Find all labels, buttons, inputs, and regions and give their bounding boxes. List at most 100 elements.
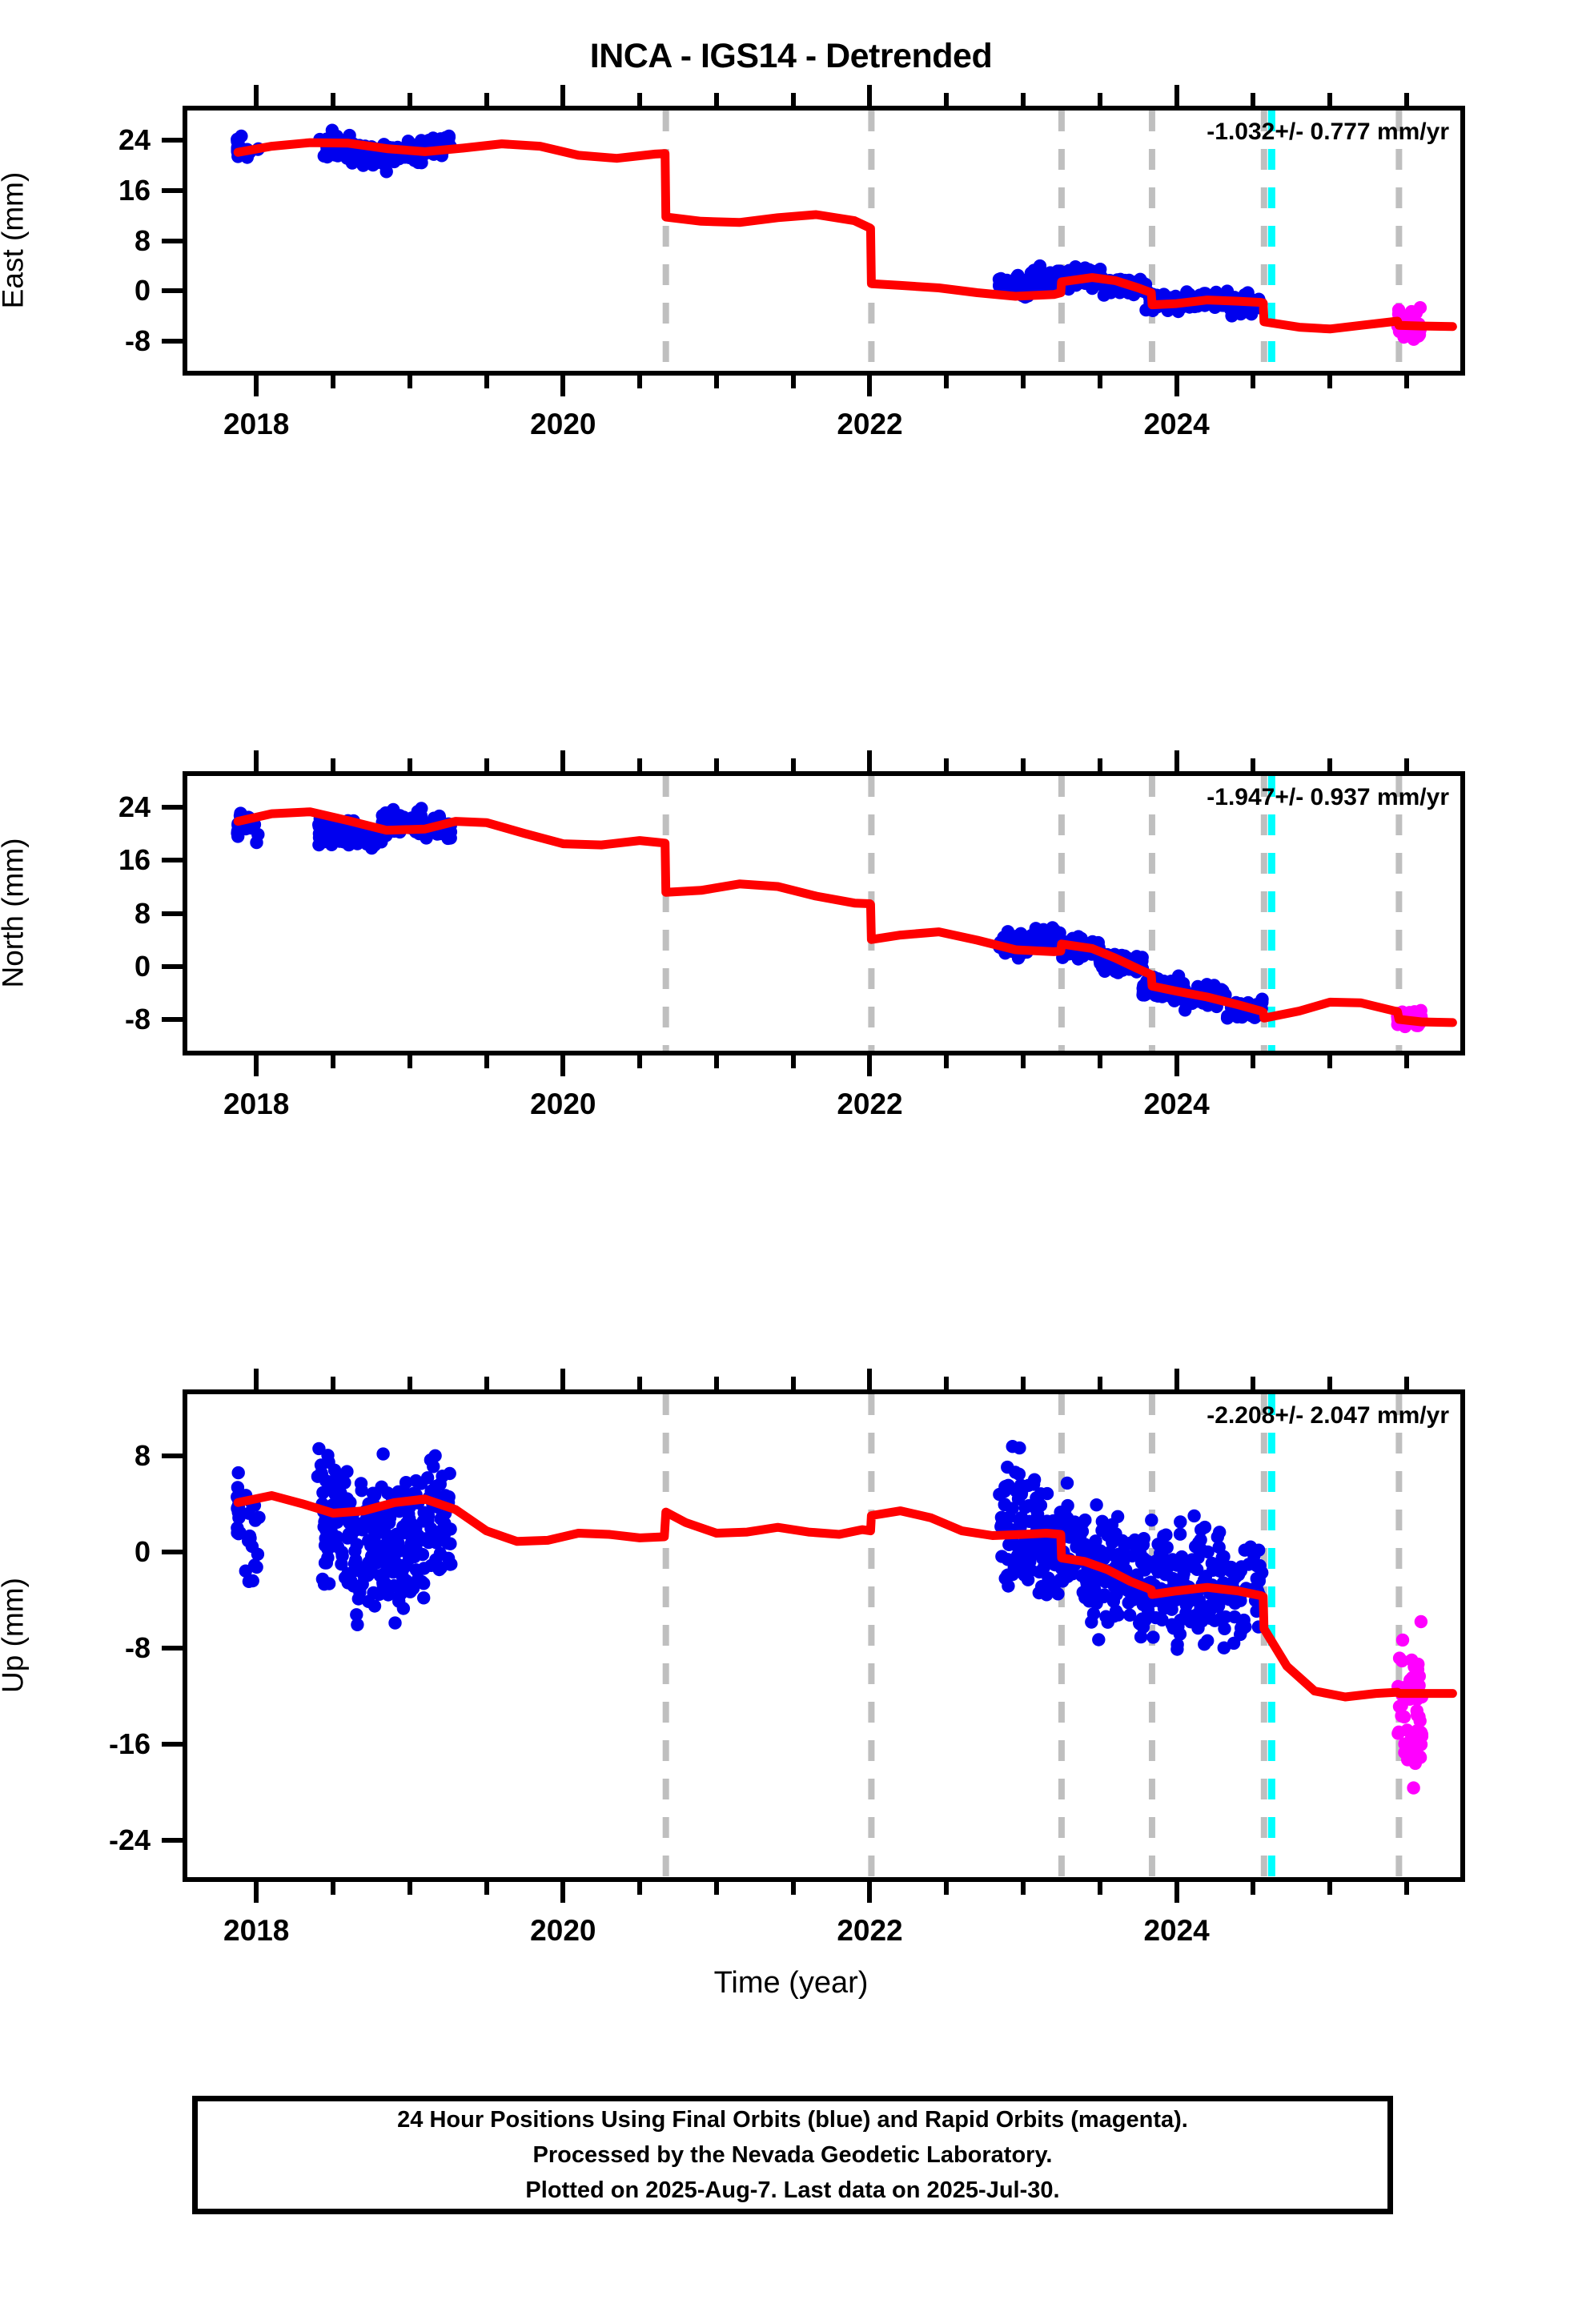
rate-annotation-east: -1.032+/- 0.777 mm/yr <box>1207 119 1449 145</box>
panel-up: 8 0 -8 -16 -24 2018 2020 2022 2024 Up (mm) -2.208+… <box>0 1369 1465 1947</box>
x-tick-minor <box>407 1882 412 1895</box>
x-tick-minor-top <box>713 758 719 771</box>
y-tick-mark <box>162 338 183 344</box>
y-tick-mark <box>162 138 183 143</box>
x-tick-minor-top <box>1021 758 1026 771</box>
x-tick-minor <box>1021 1882 1026 1895</box>
x-tick-minor-top <box>637 93 643 106</box>
y-tick-mark <box>162 911 183 916</box>
x-tick-label: 2022 <box>837 408 903 440</box>
y-tick-label: 0 <box>134 1534 151 1568</box>
x-tick-minor <box>1403 1055 1409 1068</box>
x-tick-major-top <box>1174 85 1179 106</box>
x-tick-minor-top <box>484 1377 489 1389</box>
model-fit-line-north <box>233 807 1457 1027</box>
x-tick-minor <box>944 1882 950 1895</box>
scatter-points-up <box>231 1440 1429 1795</box>
y-tick-mark <box>162 1453 183 1458</box>
x-tick-minor-top <box>484 93 489 106</box>
x-tick-label: 2020 <box>530 1088 596 1120</box>
x-tick-label: 2018 <box>223 1088 290 1120</box>
x-tick-minor <box>407 376 412 388</box>
plot-canvas-east <box>231 111 1457 371</box>
x-tick-minor-top <box>790 1377 796 1389</box>
y-tick-label: 24 <box>118 790 151 824</box>
x-tick-major <box>1174 1882 1179 1903</box>
x-tick-minor-top <box>1403 758 1409 771</box>
y-tick-label: -8 <box>124 1002 151 1035</box>
y-tick-label: -16 <box>108 1727 151 1760</box>
x-tick-label: 2022 <box>837 1914 903 1947</box>
x-tick-minor-top <box>1021 1377 1026 1389</box>
y-axis-title-up: Up (mm) <box>0 1577 29 1693</box>
x-tick-major-top <box>867 750 873 771</box>
plot-area-north <box>183 771 1465 1055</box>
x-tick-minor <box>637 1055 643 1068</box>
x-tick-label: 2024 <box>1143 1088 1210 1120</box>
x-tick-minor <box>1251 376 1256 388</box>
x-tick-label: 2024 <box>1143 1914 1210 1947</box>
x-tick-minor <box>1021 376 1026 388</box>
x-tick-minor <box>484 1055 489 1068</box>
x-tick-minor <box>944 1055 950 1068</box>
x-tick-minor-top <box>713 1377 719 1389</box>
x-tick-major-top <box>867 85 873 106</box>
plot-inner-east <box>187 111 1460 371</box>
x-tick-major-top <box>560 85 566 106</box>
x-tick-minor <box>1251 1055 1256 1068</box>
x-tick-minor-top <box>1403 1377 1409 1389</box>
x-tick-minor <box>1097 376 1102 388</box>
y-tick-label: -8 <box>124 324 151 357</box>
x-tick-major <box>867 1882 873 1903</box>
x-tick-major-top <box>560 750 566 771</box>
x-tick-minor <box>1097 1882 1102 1895</box>
x-tick-minor-top <box>1251 758 1256 771</box>
x-tick-major <box>254 1055 259 1076</box>
x-tick-minor <box>1327 376 1333 388</box>
x-tick-major-top <box>1174 1369 1179 1389</box>
x-tick-minor-top <box>637 1377 643 1389</box>
plot-canvas-up <box>231 1394 1457 1877</box>
x-tick-minor-top <box>790 93 796 106</box>
x-tick-minor-top <box>1327 93 1333 106</box>
y-tick-label: 0 <box>134 949 151 983</box>
x-tick-minor <box>330 1882 335 1895</box>
x-tick-label: 2018 <box>223 1914 290 1947</box>
page-title: INCA - IGS14 - Detrended <box>589 37 993 75</box>
x-tick-minor-top <box>484 758 489 771</box>
y-tick-mark <box>162 805 183 810</box>
x-tick-minor <box>713 1055 719 1068</box>
caption-line-1: 24 Hour Positions Using Final Orbits (bl… <box>397 2106 1188 2133</box>
x-tick-minor <box>637 1882 643 1895</box>
x-tick-minor-top <box>407 1377 412 1389</box>
x-tick-minor <box>713 376 719 388</box>
x-tick-major <box>560 376 566 396</box>
x-tick-minor-top <box>407 758 412 771</box>
x-tick-minor-top <box>1251 1377 1256 1389</box>
x-tick-minor-top <box>1097 93 1102 106</box>
x-tick-minor-top <box>790 758 796 771</box>
y-tick-mark <box>162 1741 183 1747</box>
x-tick-major <box>867 376 873 396</box>
x-tick-minor-top <box>944 1377 950 1389</box>
x-tick-minor <box>1327 1055 1333 1068</box>
rate-annotation-north: -1.947+/- 0.937 mm/yr <box>1207 784 1449 810</box>
rate-annotation-up: -2.208+/- 2.047 mm/yr <box>1207 1402 1449 1429</box>
x-tick-major-top <box>254 1369 259 1389</box>
x-tick-minor-top <box>1251 93 1256 106</box>
model-fit-line-up <box>233 1491 1457 1702</box>
x-tick-major <box>867 1055 873 1076</box>
y-tick-label: 16 <box>118 173 151 207</box>
caption-line-3: Plotted on 2025-Aug-7. Last data on 2025… <box>525 2177 1060 2204</box>
x-tick-minor <box>637 376 643 388</box>
x-tick-minor <box>484 376 489 388</box>
x-tick-minor-top <box>1097 1377 1102 1389</box>
x-tick-minor <box>407 1055 412 1068</box>
x-tick-minor <box>330 376 335 388</box>
x-axis-title: Time (year) <box>713 1966 869 2000</box>
x-tick-major-top <box>254 750 259 771</box>
panel-north: 24 16 8 0 -8 2018 2020 2022 2024 North (mm) -1.947… <box>0 750 1465 1120</box>
x-tick-minor <box>1327 1882 1333 1895</box>
x-tick-major-top <box>867 1369 873 1389</box>
x-tick-minor <box>790 1055 796 1068</box>
